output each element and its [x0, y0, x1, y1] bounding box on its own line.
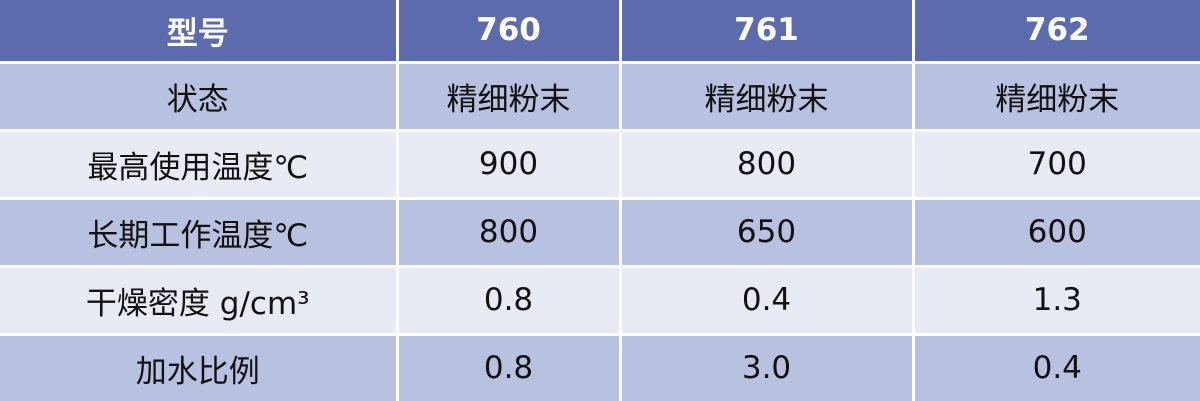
- table-cell: 0.4: [618, 264, 915, 336]
- row-label: 干燥密度 g/cm³: [0, 264, 399, 336]
- row-label: 状态: [0, 60, 399, 132]
- table-cell: 0.4: [911, 332, 1200, 401]
- header-cell: 762: [911, 0, 1200, 64]
- row-label: 加水比例: [0, 332, 399, 401]
- table-cell: 精细粉末: [911, 60, 1200, 132]
- header-cell: 760: [395, 0, 622, 64]
- table-cell: 精细粉末: [618, 60, 915, 132]
- table-cell: 650: [618, 196, 915, 268]
- table-cell: 0.8: [395, 332, 622, 401]
- table-cell: 800: [395, 196, 622, 268]
- header-cell-model: 型号: [0, 0, 399, 64]
- table-cell: 1.3: [911, 264, 1200, 336]
- table-cell: 3.0: [618, 332, 915, 401]
- table-row: 状态 精细粉末 精细粉末 精细粉末: [0, 60, 1200, 132]
- header-row: 型号 760 761 762: [0, 0, 1200, 64]
- table-cell: 900: [395, 128, 622, 200]
- table-row: 加水比例 0.8 3.0 0.4: [0, 332, 1200, 401]
- table-cell: 700: [911, 128, 1200, 200]
- header-cell: 761: [618, 0, 915, 64]
- row-label: 长期工作温度℃: [0, 196, 399, 268]
- table-cell: 精细粉末: [395, 60, 622, 132]
- row-label: 最高使用温度℃: [0, 128, 399, 200]
- table-cell: 0.8: [395, 264, 622, 336]
- table-cell: 600: [911, 196, 1200, 268]
- table-cell: 800: [618, 128, 915, 200]
- table-row: 最高使用温度℃ 900 800 700: [0, 128, 1200, 200]
- table-row: 干燥密度 g/cm³ 0.8 0.4 1.3: [0, 264, 1200, 336]
- table-row: 长期工作温度℃ 800 650 600: [0, 196, 1200, 268]
